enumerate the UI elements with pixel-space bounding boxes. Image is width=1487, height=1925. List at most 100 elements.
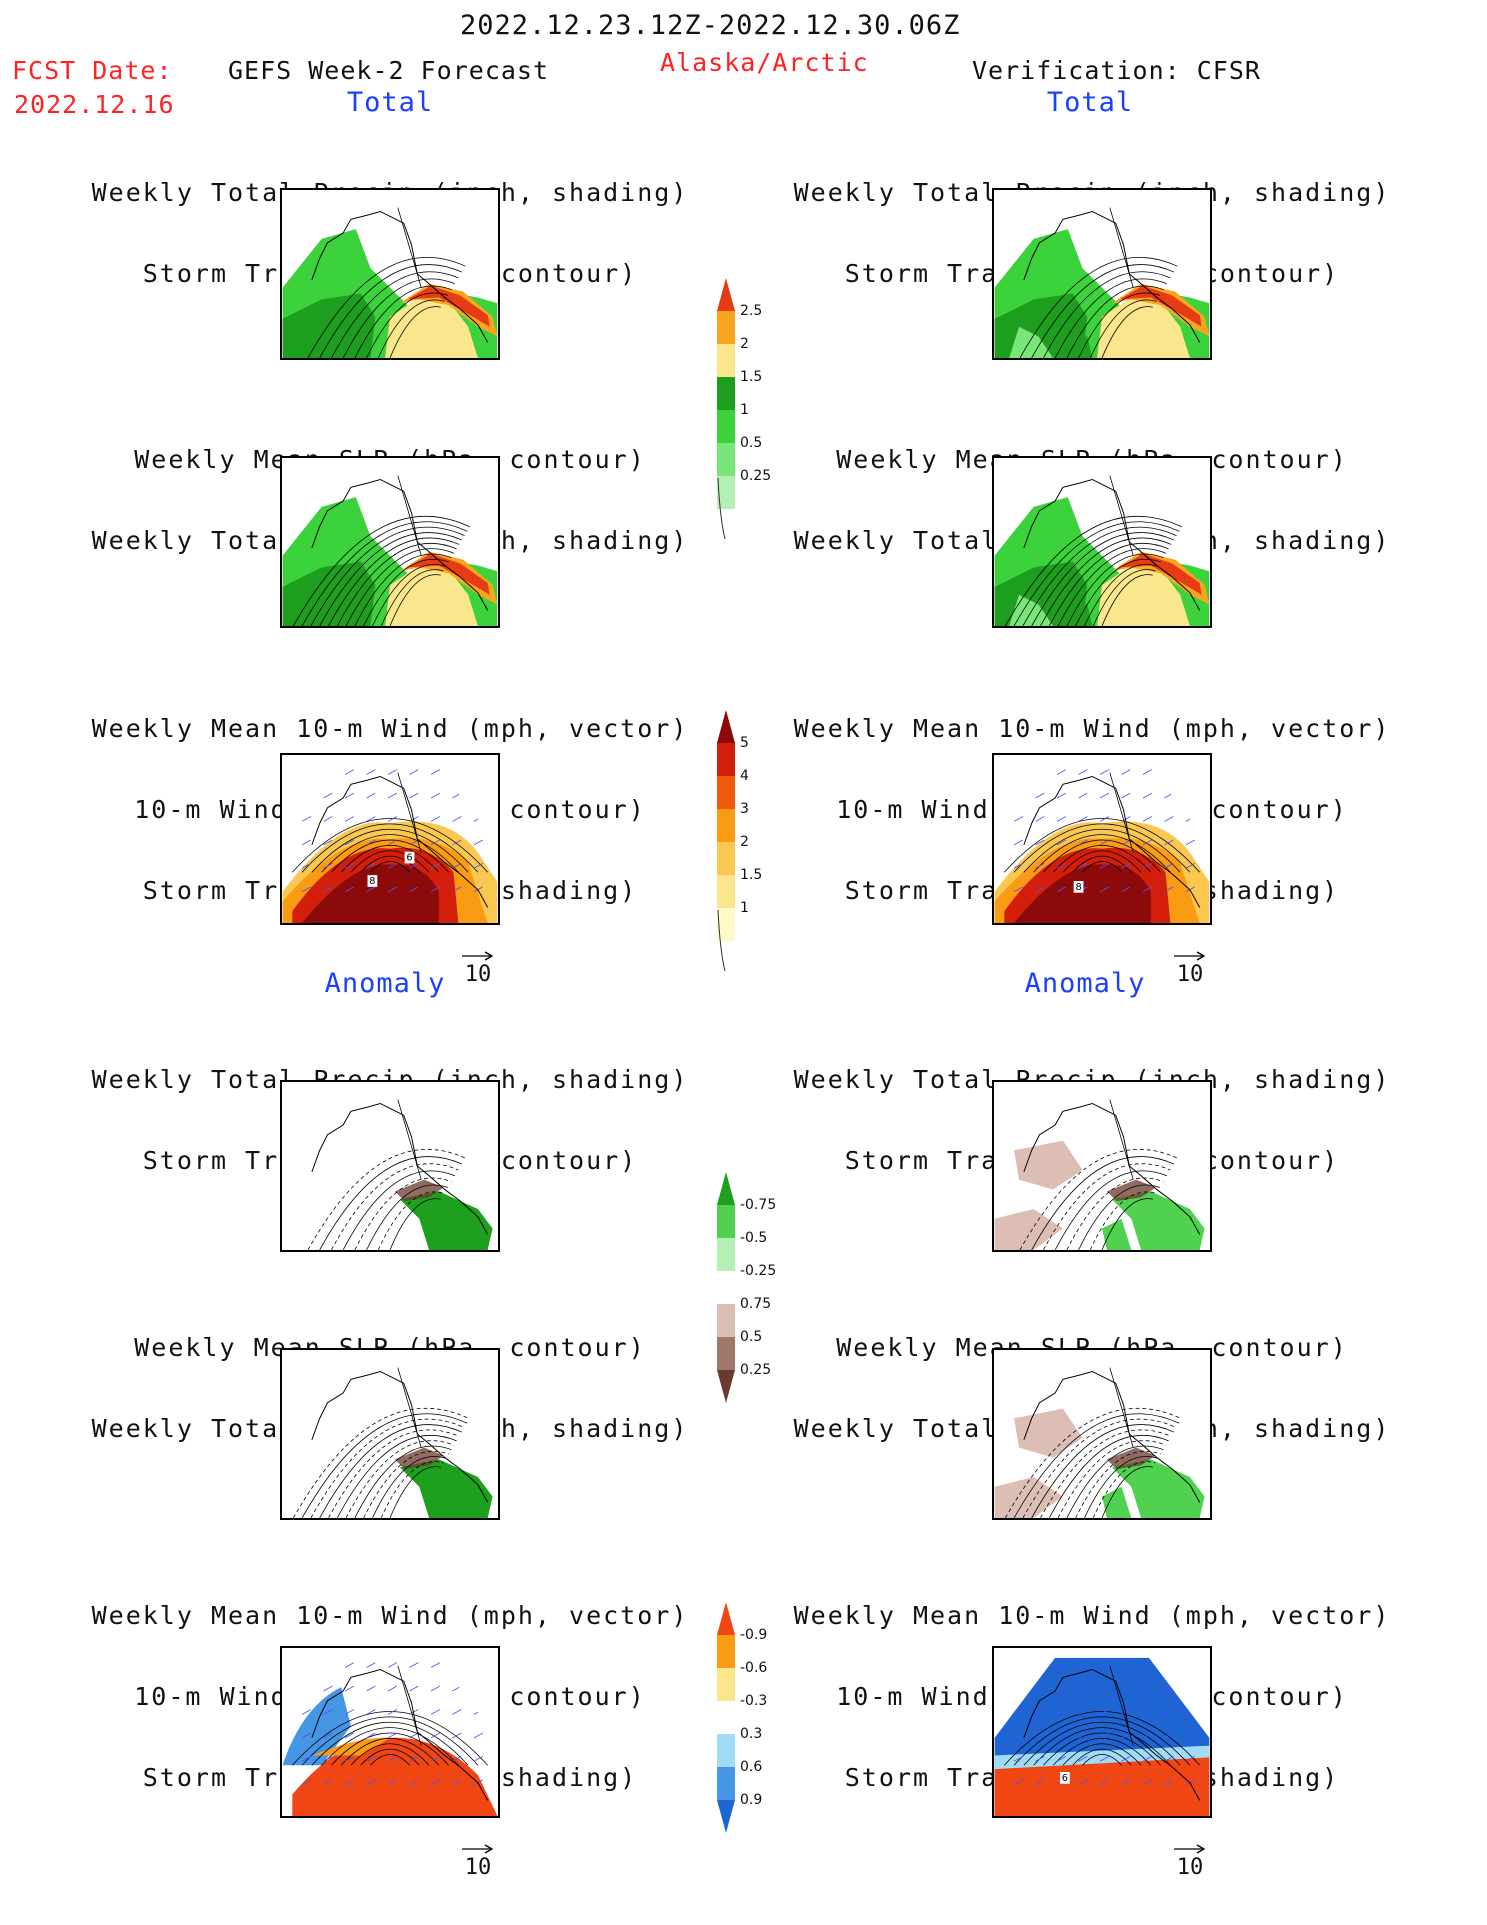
wind-vector [1035, 792, 1045, 799]
wind-vector [1121, 792, 1131, 799]
wind-speed-contour [1043, 839, 1161, 873]
wind-speed-contour [292, 818, 488, 873]
wind-vector [1142, 769, 1153, 775]
precip-area-light [1009, 594, 1054, 626]
storm-density-max [1014, 864, 1151, 923]
wind-vector [344, 863, 355, 869]
wind-reference-value: 10 [464, 962, 492, 987]
wind-vector [452, 1709, 462, 1715]
contour-line [1101, 1466, 1153, 1518]
border-line [1109, 475, 1134, 556]
wind-vector [301, 1756, 312, 1762]
colorbar-cap [717, 710, 735, 743]
contour-line [377, 1191, 445, 1250]
wind-vector [1099, 839, 1110, 846]
wind-vector [323, 792, 333, 799]
wind-vector [1013, 1732, 1024, 1739]
contour-label: 6 [406, 852, 412, 863]
wind-reference-cfsr-anom: 10 [1170, 1843, 1210, 1880]
wind-vector [366, 816, 376, 822]
contour-line [345, 1440, 455, 1518]
wind-vector [1164, 816, 1174, 822]
wind-vector [1013, 863, 1024, 869]
border-line [1109, 1099, 1134, 1180]
wind-speed-contour [1023, 1722, 1181, 1766]
contour-line [319, 1424, 463, 1518]
contour-line [1013, 1413, 1180, 1518]
colorbar-precip-total: 0.25 0.5 1 1.5 2 2.5 [716, 268, 806, 552]
wind-vector [1099, 769, 1110, 775]
map-cfsr-anom-slp-precip [992, 1348, 1212, 1520]
colorbar-graphic [717, 710, 735, 972]
contour-line [1019, 257, 1178, 358]
wind-vector [409, 839, 419, 846]
wind-vector [452, 792, 462, 799]
contour-line [301, 521, 468, 626]
colorbar-tick-label: 1 [740, 402, 749, 418]
colorbar-tick-label: 1 [740, 900, 749, 916]
wind-speed-contour [360, 855, 420, 873]
colorbar-segment [717, 908, 735, 941]
wind-vector [452, 1756, 462, 1762]
wind-vector [301, 1685, 312, 1692]
wind-vector [1185, 1662, 1196, 1668]
contour-line [389, 1198, 441, 1250]
wind-vector [1056, 1662, 1067, 1668]
wind-vector [473, 792, 484, 799]
colorbar-segment [717, 443, 735, 476]
wind-vector [1056, 769, 1067, 775]
contour-line [1101, 574, 1153, 626]
section-total-left: Total [346, 87, 434, 118]
border-line [397, 1099, 422, 1180]
wind-speed-contour [1062, 850, 1142, 873]
contour-line [366, 1184, 448, 1250]
section-total-right: Total [1046, 87, 1134, 118]
wind-speed-contour [1072, 1748, 1132, 1766]
contour-line [363, 1450, 449, 1518]
wind-vector [1142, 792, 1153, 799]
contour-line [1031, 264, 1175, 358]
wind-vector [452, 886, 462, 893]
wind-vector [344, 1779, 355, 1786]
wind-vector [1121, 1709, 1131, 1715]
wind-vector [1121, 1732, 1131, 1739]
verification-title: Verification: CFSR [972, 56, 1261, 85]
wind-vector [473, 1685, 484, 1692]
wind-vector [1078, 1662, 1088, 1668]
region-title: Alaska/Arctic [660, 48, 869, 77]
contour-line [1101, 306, 1153, 358]
map-field [292, 1367, 493, 1518]
colorbar-storm-density-total: 1 1.5 2 3 4 5 [716, 700, 806, 984]
colorbar-segment [717, 1205, 735, 1238]
anomaly-negative [1106, 1447, 1156, 1470]
wind-vector [344, 769, 355, 775]
colorbar-tick-label: 0.25 [740, 1362, 772, 1378]
contour-line [307, 1149, 466, 1250]
contour-label-bg [1073, 881, 1084, 893]
wind-vector [366, 839, 376, 846]
wind-vector [387, 769, 398, 775]
wind-vector [1099, 1685, 1110, 1692]
wind-speed-contour [1004, 818, 1200, 873]
contour-line [319, 264, 463, 358]
wind-vector [1078, 839, 1088, 846]
date-range-title: 2022.12.23.12Z-2022.12.30.06Z [460, 10, 961, 41]
border-line [1109, 207, 1134, 288]
wind-vector [409, 886, 419, 893]
colorbar-cap [717, 1172, 735, 1205]
wind-speed-contour [301, 823, 479, 873]
map-fcst-total-precip-storm [280, 188, 500, 360]
wind-vector [430, 839, 441, 846]
border-line [397, 1665, 422, 1746]
wind-vector [1078, 769, 1088, 775]
colorbar-segment [717, 476, 735, 509]
wind-vector [409, 769, 419, 775]
wind-speed-contour [1004, 1711, 1200, 1766]
wind-vector [1056, 816, 1067, 822]
wind-vector [1056, 839, 1067, 846]
wind-vector [1056, 1685, 1067, 1692]
wind-vector [1013, 1756, 1024, 1762]
colorbar-segment [717, 1271, 735, 1304]
wind-vector [1099, 863, 1110, 869]
wind-vector [387, 1662, 398, 1668]
